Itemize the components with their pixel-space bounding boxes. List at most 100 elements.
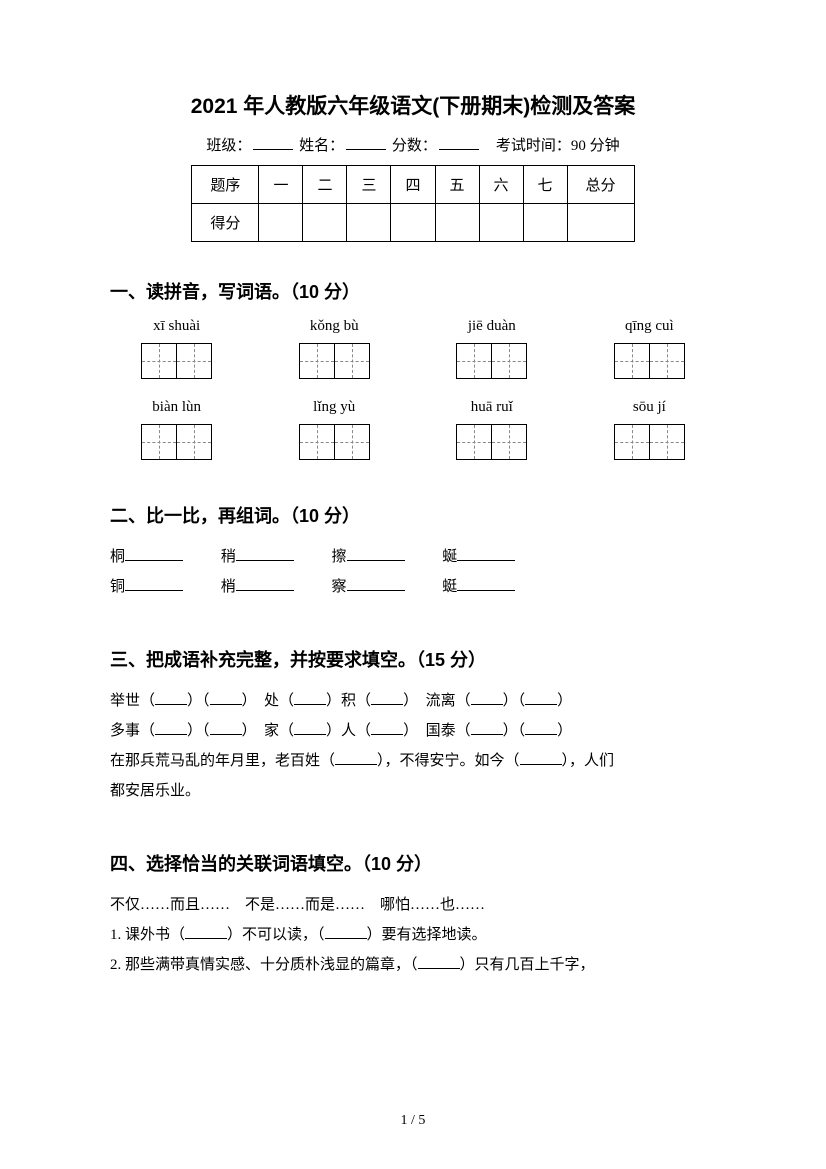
text: 在那兵荒马乱的年月里，老百姓（: [110, 753, 335, 769]
blank[interactable]: [155, 734, 187, 735]
text: ）积（: [326, 693, 371, 709]
blank[interactable]: [185, 938, 227, 939]
blank[interactable]: [125, 560, 183, 561]
text: 1. 课外书（: [110, 927, 185, 943]
blank[interactable]: [210, 734, 242, 735]
pinyin-item: xī shuài: [110, 318, 243, 379]
idiom-line: 举世（）（） 处（）积（） 流离（）（）: [110, 686, 716, 716]
tianzi-cell[interactable]: [176, 343, 212, 379]
blank[interactable]: [125, 590, 183, 591]
blank[interactable]: [525, 704, 557, 705]
table-cell[interactable]: [567, 204, 634, 242]
text: ）人（: [326, 723, 371, 739]
text: 举世（: [110, 693, 155, 709]
conj-line: 2. 那些满带真情实感、十分质朴浅显的篇章，（ ）只有几百上千字，: [110, 950, 716, 980]
idiom-text: 举世（）（） 处（）积（） 流离（）（） 多事（）（） 家（）人（） 国泰（）（…: [110, 686, 716, 806]
pinyin-row-1: xī shuài kǒng bù jiē duàn qīng cuì: [110, 318, 716, 379]
blank[interactable]: [335, 764, 377, 765]
tianzi-cell[interactable]: [141, 424, 177, 460]
blank[interactable]: [471, 704, 503, 705]
table-cell[interactable]: [523, 204, 567, 242]
idiom-line: 都安居乐业。: [110, 776, 716, 806]
blank[interactable]: [294, 734, 326, 735]
text: ）（: [187, 693, 210, 709]
tianzi-cell[interactable]: [614, 424, 650, 460]
tianzi-cell[interactable]: [176, 424, 212, 460]
table-cell[interactable]: [391, 204, 435, 242]
blank[interactable]: [325, 938, 367, 939]
pinyin-row-2: biàn lùn lǐng yù huā ruǐ sōu jí: [110, 399, 716, 460]
table-cell: 三: [347, 166, 391, 204]
blank[interactable]: [236, 590, 294, 591]
conj-options: 不仅……而且…… 不是……而是…… 哪怕……也……: [110, 890, 716, 920]
table-cell[interactable]: [435, 204, 479, 242]
blank[interactable]: [347, 560, 405, 561]
name-label: 姓名：: [299, 138, 344, 154]
blank[interactable]: [155, 704, 187, 705]
char: 蜓: [442, 579, 457, 595]
table-cell[interactable]: [259, 204, 303, 242]
text: 2. 那些满带真情实感、十分质朴浅显的篇章，（: [110, 957, 418, 973]
blank[interactable]: [525, 734, 557, 735]
pinyin-item: kǒng bù: [268, 318, 401, 379]
blank[interactable]: [418, 968, 460, 969]
tianzi-cell[interactable]: [614, 343, 650, 379]
tianzi-cell[interactable]: [649, 424, 685, 460]
tianzi-cell[interactable]: [334, 424, 370, 460]
blank[interactable]: [520, 764, 562, 765]
blank[interactable]: [457, 560, 515, 561]
tianzi-cell[interactable]: [141, 343, 177, 379]
table-row: 得分: [192, 204, 634, 242]
blank[interactable]: [371, 734, 403, 735]
text: ）: [557, 723, 572, 739]
table-cell[interactable]: [347, 204, 391, 242]
table-cell: 四: [391, 166, 435, 204]
table-cell: 二: [303, 166, 347, 204]
idiom-line: 多事（）（） 家（）人（） 国泰（）（）: [110, 716, 716, 746]
blank[interactable]: [347, 590, 405, 591]
blank[interactable]: [371, 704, 403, 705]
char: 梢: [221, 579, 236, 595]
text: ） 国泰（: [403, 723, 471, 739]
name-blank[interactable]: [346, 149, 386, 150]
class-label: 班级：: [206, 138, 251, 154]
time-label: 考试时间：90 分钟: [496, 138, 620, 154]
conj-text: 不仅……而且…… 不是……而是…… 哪怕……也…… 1. 课外书（ ）不可以读，（…: [110, 890, 716, 980]
tianzi-cell[interactable]: [334, 343, 370, 379]
blank[interactable]: [457, 590, 515, 591]
tianzi-cell[interactable]: [299, 343, 335, 379]
score-blank[interactable]: [439, 149, 479, 150]
char: 擦: [332, 549, 347, 565]
text: ） 处（: [242, 693, 295, 709]
text: ）不可以读，（: [227, 927, 325, 943]
blank[interactable]: [236, 560, 294, 561]
tianzi-cell[interactable]: [299, 424, 335, 460]
tianzi-cell[interactable]: [456, 424, 492, 460]
class-blank[interactable]: [253, 149, 293, 150]
table-cell[interactable]: [303, 204, 347, 242]
text: ） 家（: [242, 723, 295, 739]
section1-heading: 一、读拼音，写词语。（10 分）: [110, 278, 716, 304]
pinyin-label: lǐng yù: [268, 399, 401, 416]
pinyin-label: xī shuài: [110, 318, 243, 335]
conj-line: 1. 课外书（）不可以读，（）要有选择地读。: [110, 920, 716, 950]
tianzi-cell[interactable]: [491, 343, 527, 379]
table-cell[interactable]: [479, 204, 523, 242]
blank[interactable]: [471, 734, 503, 735]
table-row: 题序 一 二 三 四 五 六 七 总分: [192, 166, 634, 204]
pinyin-item: qīng cuì: [583, 318, 716, 379]
text: ）只有几百上千字，: [460, 957, 595, 973]
pinyin-label: sōu jí: [583, 399, 716, 416]
pinyin-item: jiē duàn: [425, 318, 558, 379]
blank[interactable]: [210, 704, 242, 705]
text: ）（: [187, 723, 210, 739]
tianzi-cell[interactable]: [491, 424, 527, 460]
tianzi-cell[interactable]: [649, 343, 685, 379]
tianzi-cell[interactable]: [456, 343, 492, 379]
section2-heading: 二、比一比，再组词。（10 分）: [110, 502, 716, 528]
pinyin-item: sōu jí: [583, 399, 716, 460]
pinyin-label: kǒng bù: [268, 318, 401, 335]
blank[interactable]: [294, 704, 326, 705]
page-title: 2021 年人教版六年级语文(下册期末)检测及答案: [110, 90, 716, 120]
text: ），不得安宁。如今（: [377, 753, 520, 769]
